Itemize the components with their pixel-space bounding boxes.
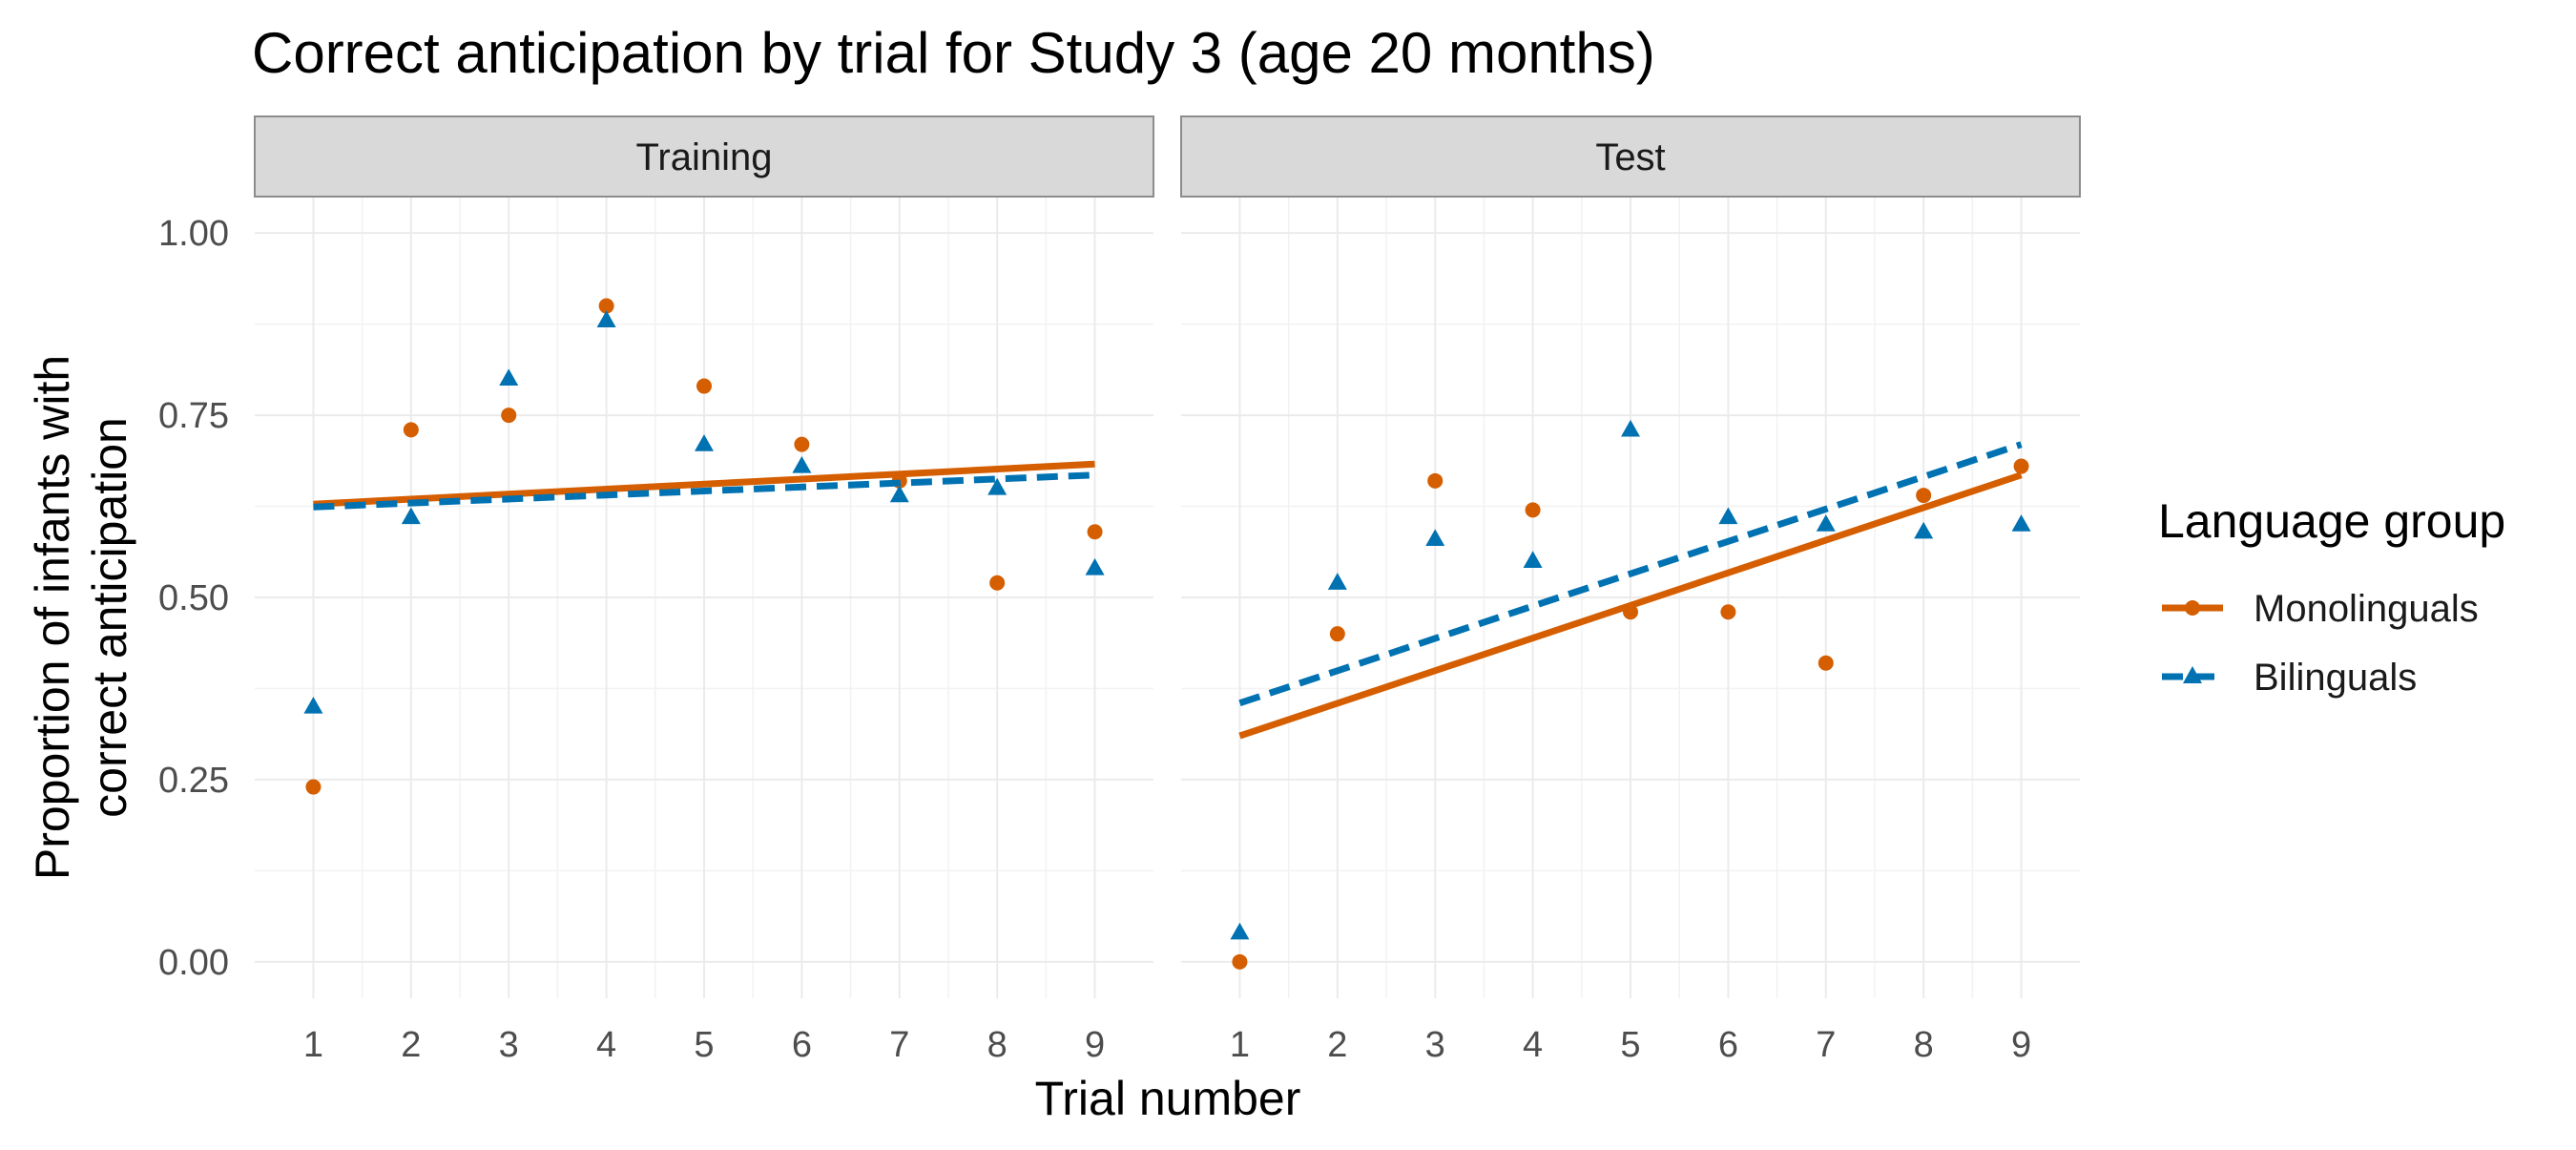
facet-panel-training: Training 1 2 3 4 5 6 7 8 9 0.00 0.25 0.50 0.75 1.00	[158, 115, 1154, 1065]
data-point-bilinguals	[1718, 507, 1738, 525]
data-point-monolinguals	[1623, 604, 1638, 620]
x-tick-label: 7	[1816, 1025, 1836, 1065]
data-point-monolinguals	[1525, 502, 1541, 518]
data-point-bilinguals	[1085, 557, 1105, 575]
y-tick-label: 0.00	[158, 943, 229, 983]
legend: Language group Monolinguals Bilinguals	[2158, 494, 2505, 699]
x-tick-label: 2	[1327, 1025, 1347, 1065]
x-tick-label: 3	[499, 1025, 519, 1065]
major-gridlines	[1181, 197, 2080, 998]
y-tick-label: 1.00	[158, 214, 229, 254]
legend-label: Monolinguals	[2254, 588, 2479, 630]
x-tick-label: 4	[1523, 1025, 1543, 1065]
data-point-bilinguals	[303, 697, 323, 714]
x-tick-label: 9	[2011, 1025, 2031, 1065]
data-point-bilinguals	[499, 368, 519, 387]
data-point-bilinguals	[1914, 521, 1934, 539]
data-point-bilinguals	[987, 477, 1008, 495]
data-point-bilinguals	[1230, 922, 1250, 940]
facet-strip: Training	[254, 115, 1154, 198]
x-tick-label: 3	[1425, 1025, 1445, 1065]
data-point-monolinguals	[794, 436, 810, 452]
y-tick-labels: 0.00 0.25 0.50 0.75 1.00	[158, 214, 229, 983]
x-tick-label: 5	[1620, 1025, 1640, 1065]
x-tick-label: 6	[1718, 1025, 1738, 1065]
data-point-bilinguals	[889, 485, 909, 503]
chart-title: Correct anticipation by trial for Study …	[252, 21, 1655, 85]
x-axis-label: Trial number	[1035, 1072, 1301, 1125]
data-point-bilinguals	[792, 456, 812, 473]
legend-key-marker	[2185, 600, 2200, 616]
fit-line-bilinguals	[1238, 441, 2023, 707]
x-tick-label: 7	[889, 1025, 909, 1065]
data-point-monolinguals	[1916, 488, 1932, 504]
data-point-bilinguals	[1621, 419, 1640, 437]
x-tick-label: 6	[792, 1025, 812, 1065]
x-tick-labels: 1 2 3 4 5 6 7 8 9	[1230, 1025, 2031, 1065]
data-point-bilinguals	[1816, 514, 1836, 532]
data-point-monolinguals	[305, 779, 322, 795]
panels: Training 1 2 3 4 5 6 7 8 9 0.00 0.25 0.50 0.75 1.00 Tes…	[158, 115, 2081, 1065]
x-tick-label: 1	[1230, 1025, 1250, 1065]
x-tick-label: 1	[303, 1025, 323, 1065]
data-point-monolinguals	[1232, 953, 1248, 970]
facet-strip: Test	[1180, 115, 2081, 198]
series-bilinguals	[303, 310, 1105, 714]
x-tick-label: 4	[596, 1025, 616, 1065]
data-point-bilinguals	[1523, 551, 1543, 568]
data-point-monolinguals	[1720, 604, 1736, 620]
legend-item-monolinguals: Monolinguals	[2162, 588, 2479, 630]
data-point-bilinguals	[1327, 573, 1347, 590]
legend-title: Language group	[2158, 494, 2505, 548]
major-gridlines	[255, 197, 1153, 998]
y-axis-label-line-1: Proportion of infants with	[26, 355, 79, 880]
data-point-monolinguals	[403, 422, 419, 438]
x-tick-label: 9	[1085, 1025, 1105, 1065]
facet-strip-label: Test	[1595, 136, 1665, 178]
legend-key-marker	[2183, 666, 2202, 683]
y-axis-label-line-2: correct anticipation	[83, 417, 136, 818]
facet-strip-label: Training	[635, 136, 772, 178]
data-point-monolinguals	[989, 575, 1006, 591]
y-tick-label: 0.75	[158, 396, 229, 436]
data-point-bilinguals	[401, 507, 421, 525]
data-point-monolinguals	[1427, 472, 1444, 489]
x-tick-label: 8	[1914, 1025, 1934, 1065]
data-point-monolinguals	[501, 408, 517, 424]
x-tick-label: 5	[694, 1025, 714, 1065]
data-point-monolinguals	[1087, 524, 1103, 540]
legend-item-bilinguals: Bilinguals	[2162, 657, 2417, 699]
y-tick-label: 0.50	[158, 578, 229, 618]
data-point-bilinguals	[1425, 529, 1445, 547]
x-tick-label: 8	[987, 1025, 1008, 1065]
legend-label: Bilinguals	[2254, 657, 2417, 699]
facet-strip-background	[254, 115, 1154, 198]
fit-line-bilinguals	[313, 471, 1095, 511]
y-tick-label: 0.25	[158, 761, 229, 801]
series-bilinguals	[1230, 419, 2031, 940]
data-point-monolinguals	[1818, 655, 1834, 671]
series-monolinguals	[305, 298, 1103, 795]
data-point-bilinguals	[596, 310, 616, 327]
series-monolinguals	[1232, 458, 2029, 970]
facet-panel-test: Test 1 2 3 4 5 6 7 8 9	[1180, 115, 2081, 1065]
fit-line-monolinguals	[313, 460, 1095, 508]
x-tick-label: 2	[401, 1025, 421, 1065]
y-axis-label: Proportion of infants with correct antic…	[26, 355, 136, 880]
data-point-monolinguals	[1329, 626, 1345, 642]
data-point-monolinguals	[696, 378, 712, 394]
data-point-bilinguals	[695, 434, 714, 451]
data-point-monolinguals	[2013, 458, 2029, 474]
facet-strip-background	[1180, 115, 2081, 198]
x-tick-labels: 1 2 3 4 5 6 7 8 9	[303, 1025, 1105, 1065]
data-point-bilinguals	[2011, 514, 2031, 532]
data-point-monolinguals	[598, 298, 614, 314]
